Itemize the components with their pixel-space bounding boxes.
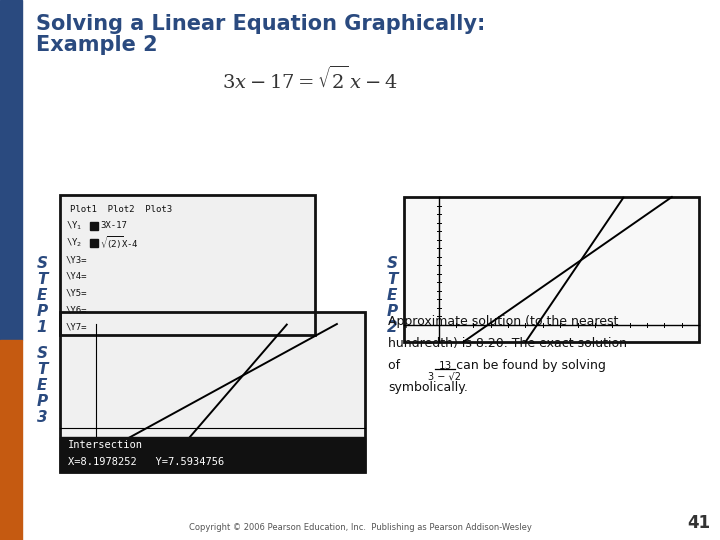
Text: \Y6=: \Y6= [66, 306, 88, 315]
Text: 2: 2 [387, 320, 397, 334]
Text: Copyright © 2006 Pearson Education, Inc.  Publishing as Pearson Addison-Wesley: Copyright © 2006 Pearson Education, Inc.… [189, 523, 531, 532]
Text: Intersection: Intersection [68, 440, 143, 450]
Text: Solving a Linear Equation Graphically:: Solving a Linear Equation Graphically: [36, 14, 485, 34]
Bar [0, 0, 22, 340]
Text: T: T [37, 361, 48, 376]
Bar [60, 195, 315, 335]
Text: S: S [37, 255, 48, 271]
Bar [60, 195, 315, 335]
Text: 3: 3 [37, 409, 48, 424]
Text: 1: 1 [37, 320, 48, 334]
Text: 3X-17: 3X-17 [100, 221, 127, 231]
Bar [0, 340, 22, 540]
Bar [404, 197, 699, 342]
Text: [−2, 15, 1] by [−2, 15, 1]: [−2, 15, 1] by [−2, 15, 1] [403, 200, 544, 210]
Text: \Y$_1$: \Y$_1$ [66, 220, 82, 232]
Text: \Y$_2$: \Y$_2$ [66, 237, 82, 249]
Text: X=8.1978252   Y=7.5934756: X=8.1978252 Y=7.5934756 [68, 457, 224, 467]
Text: T: T [37, 272, 48, 287]
Text: E: E [37, 377, 48, 393]
Text: 3 − √2: 3 − √2 [428, 371, 462, 381]
Text: Plot1  Plot2  Plot3: Plot1 Plot2 Plot3 [70, 205, 172, 213]
Text: $\sqrt{(2)}$X-4: $\sqrt{(2)}$X-4 [100, 234, 139, 251]
Text: of              can be found by solving: of can be found by solving [388, 359, 606, 372]
Text: Example 2: Example 2 [36, 35, 158, 55]
Bar [60, 437, 365, 472]
Bar [60, 312, 365, 472]
Text: Approximate solution (to the nearest: Approximate solution (to the nearest [388, 315, 618, 328]
Bar [60, 312, 365, 472]
Text: P: P [387, 303, 397, 319]
Text: E: E [37, 287, 48, 302]
Text: P: P [37, 303, 48, 319]
Bar [404, 197, 699, 342]
Text: T: T [387, 272, 397, 287]
Text: \Y4=: \Y4= [66, 272, 88, 281]
Text: E: E [387, 287, 397, 302]
Text: \Y7=: \Y7= [66, 322, 88, 332]
Text: S: S [37, 346, 48, 361]
Bar [90, 239, 98, 247]
Text: 13: 13 [438, 361, 451, 371]
Text: S: S [387, 255, 397, 271]
Text: $3x - 17 = \sqrt{2}\,x - 4$: $3x - 17 = \sqrt{2}\,x - 4$ [222, 66, 398, 93]
Text: symbolically.: symbolically. [388, 381, 468, 394]
Text: \Y3=: \Y3= [66, 255, 88, 264]
Text: \Y5=: \Y5= [66, 289, 88, 298]
Text: 41: 41 [687, 514, 710, 532]
Text: hundredth) is 8.20. The exact solution: hundredth) is 8.20. The exact solution [388, 337, 627, 350]
Bar [90, 222, 98, 230]
Text: P: P [37, 394, 48, 408]
